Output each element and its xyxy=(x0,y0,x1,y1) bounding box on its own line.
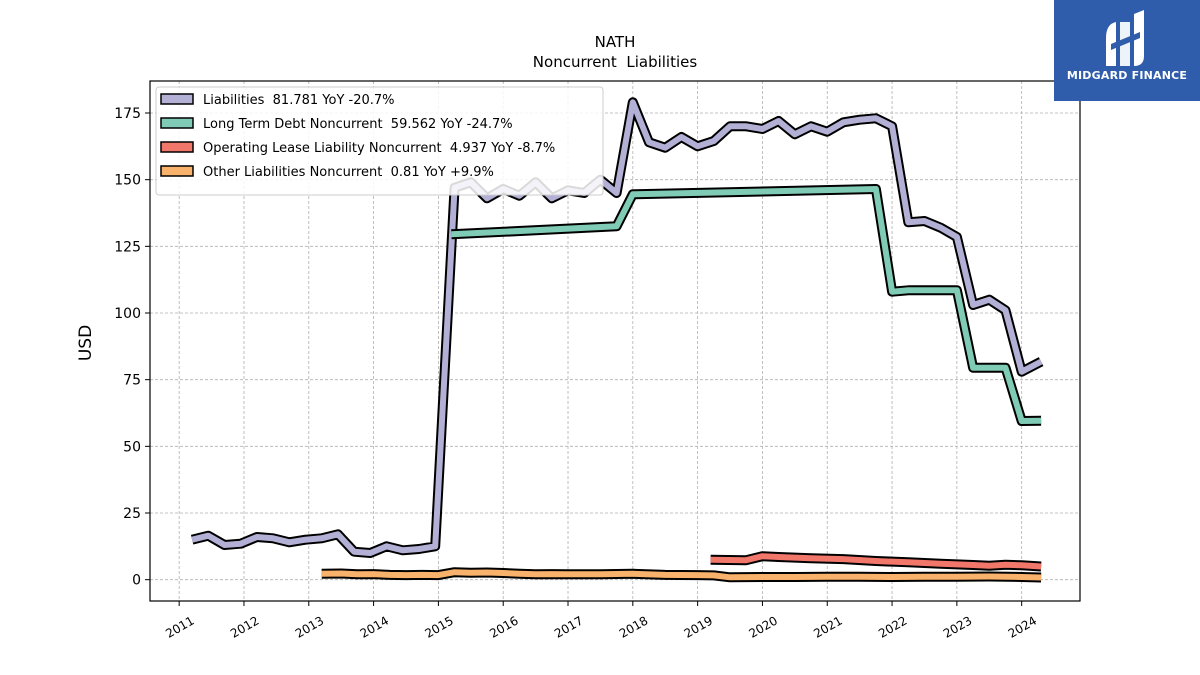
series-outline-long-term-debt-noncurrent xyxy=(451,184,1042,426)
brand-logo: MIDGARD FINANCE xyxy=(1054,0,1200,101)
x-tick-label: 2024 xyxy=(1006,613,1039,640)
x-tick-label: 2019 xyxy=(682,613,715,640)
series-line-operating-lease-liability-noncurrent xyxy=(710,553,1042,570)
x-tick-label: 2013 xyxy=(293,613,326,640)
legend: Liabilities 81.781 YoY -20.7% Long Term D… xyxy=(155,86,604,196)
legend-label: Other Liabilities Noncurrent 0.81 YoY +9… xyxy=(203,165,494,180)
series-line-other-liabilities-noncurrent xyxy=(321,569,1042,581)
legend-swatch xyxy=(160,165,194,177)
y-tick-label: 125 xyxy=(114,239,141,255)
y-tick-label: 150 xyxy=(114,173,141,189)
y-tick-label: 175 xyxy=(114,106,141,122)
y-tick-label: 25 xyxy=(123,506,141,522)
y-tick-label: 50 xyxy=(123,439,141,455)
y-tick-label: 100 xyxy=(114,306,141,322)
y-tick-label: 0 xyxy=(132,573,141,589)
legend-label: Long Term Debt Noncurrent 59.562 YoY -24… xyxy=(203,117,513,132)
legend-swatch xyxy=(160,93,194,105)
x-tick-label: 2012 xyxy=(228,613,261,640)
chart-subtitle: Noncurrent Liabilities xyxy=(533,53,698,71)
legend-label: Liabilities 81.781 YoY -20.7% xyxy=(203,93,395,108)
brand-name: MIDGARD FINANCE xyxy=(1066,69,1188,82)
x-tick-label: 2014 xyxy=(358,613,391,640)
legend-swatch xyxy=(160,117,194,129)
series-line-liabilities xyxy=(191,99,1043,556)
x-tick-label: 2015 xyxy=(422,613,455,640)
series-line-long-term-debt-noncurrent xyxy=(451,186,1042,424)
legend-label: Operating Lease Liability Noncurrent 4.9… xyxy=(203,141,555,156)
data-series xyxy=(190,97,1044,583)
y-axis-label: USD xyxy=(76,325,96,361)
x-tick-label: 2020 xyxy=(746,613,779,640)
legend-swatch xyxy=(160,141,194,153)
legend-box xyxy=(155,86,604,196)
plot-frame xyxy=(149,80,1081,602)
x-tick-label: 2023 xyxy=(941,613,974,640)
x-tick-label: 2016 xyxy=(487,613,520,640)
midgard-logo-icon xyxy=(1106,10,1144,66)
chart-title: NATH xyxy=(595,33,636,51)
x-tick-label: 2018 xyxy=(617,613,650,640)
x-tick-label: 2017 xyxy=(552,613,585,640)
x-tick-label: 2011 xyxy=(163,613,196,640)
x-tick-label: 2022 xyxy=(876,613,909,640)
x-tick-label: 2021 xyxy=(811,613,844,640)
y-tick-label: 75 xyxy=(123,373,141,389)
